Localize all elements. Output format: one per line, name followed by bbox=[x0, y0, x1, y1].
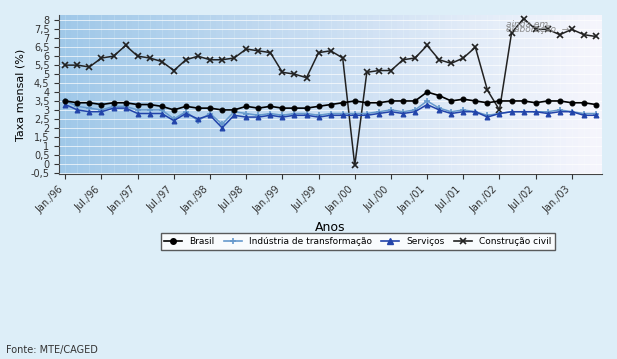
Bar bbox=[421, 15, 433, 174]
Bar bbox=[313, 15, 325, 174]
Bar bbox=[590, 15, 602, 174]
Bar bbox=[107, 15, 120, 174]
Bar bbox=[120, 15, 131, 174]
Bar bbox=[192, 15, 204, 174]
Bar bbox=[481, 15, 494, 174]
Text: Fonte: MTE/CAGED: Fonte: MTE/CAGED bbox=[6, 345, 98, 355]
Bar bbox=[288, 15, 300, 174]
Bar bbox=[578, 15, 590, 174]
Legend: Brasil, Indústria de transformação, Serviços, Construção civil: Brasil, Indústria de transformação, Serv… bbox=[160, 233, 555, 250]
Bar bbox=[216, 15, 228, 174]
Bar bbox=[470, 15, 481, 174]
Bar bbox=[204, 15, 216, 174]
Bar bbox=[325, 15, 337, 174]
X-axis label: Anos: Anos bbox=[315, 221, 346, 234]
Bar bbox=[385, 15, 397, 174]
Bar bbox=[264, 15, 276, 174]
Bar bbox=[96, 15, 107, 174]
Bar bbox=[240, 15, 252, 174]
Bar bbox=[276, 15, 288, 174]
Bar bbox=[349, 15, 361, 174]
Text: elaboração  →: elaboração → bbox=[505, 25, 569, 34]
Bar bbox=[252, 15, 264, 174]
Bar bbox=[72, 15, 83, 174]
Bar bbox=[155, 15, 168, 174]
Bar bbox=[494, 15, 505, 174]
Bar bbox=[554, 15, 566, 174]
Bar bbox=[518, 15, 529, 174]
Bar bbox=[361, 15, 373, 174]
Bar bbox=[168, 15, 180, 174]
Bar bbox=[397, 15, 409, 174]
Bar bbox=[445, 15, 457, 174]
Bar bbox=[457, 15, 470, 174]
Bar bbox=[529, 15, 542, 174]
Bar bbox=[373, 15, 385, 174]
Bar bbox=[566, 15, 578, 174]
Bar bbox=[228, 15, 240, 174]
Bar bbox=[542, 15, 554, 174]
Bar bbox=[180, 15, 192, 174]
Bar bbox=[337, 15, 349, 174]
Bar bbox=[409, 15, 421, 174]
Bar bbox=[433, 15, 445, 174]
Bar bbox=[144, 15, 155, 174]
Y-axis label: Taxa mensal (%): Taxa mensal (%) bbox=[15, 48, 25, 141]
Bar bbox=[300, 15, 313, 174]
Bar bbox=[59, 15, 72, 174]
Bar bbox=[505, 15, 518, 174]
Bar bbox=[131, 15, 144, 174]
Text: ainda em: ainda em bbox=[505, 20, 548, 29]
Bar bbox=[83, 15, 96, 174]
